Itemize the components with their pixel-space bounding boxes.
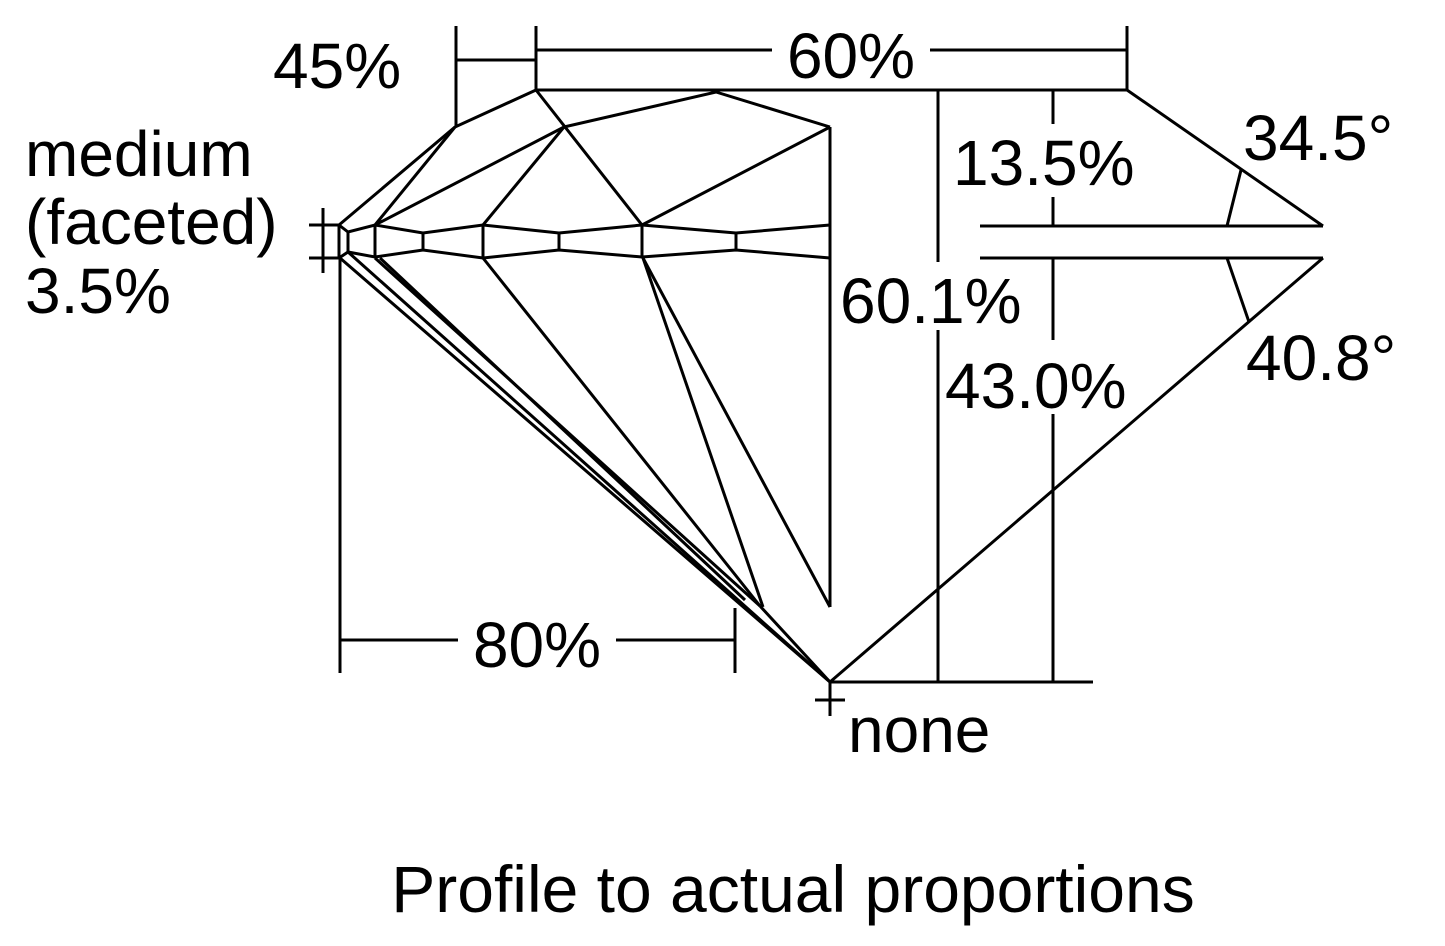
label-culet: none: [848, 694, 990, 766]
label-lower-half: 80%: [473, 609, 601, 681]
label-crown-height: 13.5%: [953, 127, 1134, 199]
dimension-lines: [338, 26, 1251, 684]
caption: Profile to actual proportions: [391, 852, 1194, 926]
label-45pct: 45%: [273, 30, 401, 102]
label-girdle-faceted: (faceted): [25, 186, 278, 258]
label-pavilion-angle: 40.8°: [1246, 322, 1396, 394]
crown-facets: [373, 89, 832, 227]
label-crown-angle: 34.5°: [1243, 102, 1393, 174]
label-girdle-medium: medium: [25, 118, 253, 190]
label-pavilion-depth: 43.0%: [945, 350, 1126, 422]
pavilion-facets: [347, 250, 845, 716]
label-table-pct: 60%: [787, 20, 915, 92]
label-total-depth: 60.1%: [840, 265, 1021, 337]
girdle-facets: [309, 208, 832, 273]
label-girdle-pct: 3.5%: [25, 255, 171, 327]
